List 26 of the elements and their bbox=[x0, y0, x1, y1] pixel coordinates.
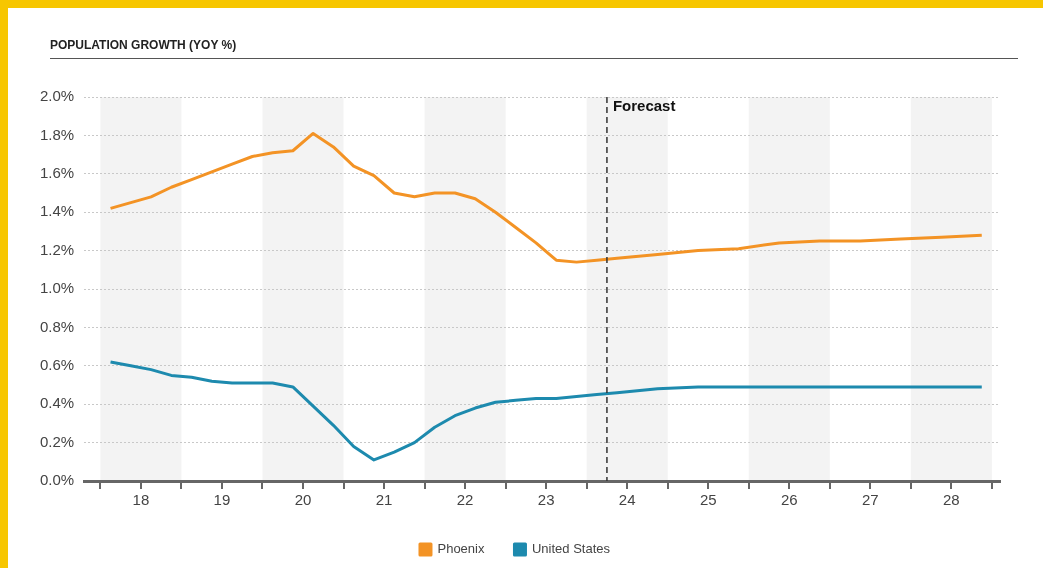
x-tick-label: 24 bbox=[618, 491, 636, 509]
y-tick-label: 1.6% bbox=[39, 163, 75, 181]
y-tick-label: 1.2% bbox=[39, 240, 75, 258]
y-tick-label: 0.0% bbox=[39, 471, 75, 489]
x-tick-label: 23 bbox=[537, 491, 555, 509]
y-tick-label: 1.4% bbox=[39, 202, 75, 220]
x-tick-label: 21 bbox=[375, 491, 393, 509]
x-tick-label: 19 bbox=[213, 491, 231, 509]
y-tick-label: 1.0% bbox=[39, 279, 75, 297]
x-tick-label: 18 bbox=[132, 491, 150, 509]
y-tick-label: 2.0% bbox=[39, 87, 75, 105]
y-tick-label: 0.4% bbox=[39, 394, 75, 412]
x-tick-label: 25 bbox=[699, 491, 717, 509]
x-tick-label: 22 bbox=[456, 491, 474, 509]
y-tick-label: 0.6% bbox=[39, 355, 75, 373]
y-tick-label: 1.8% bbox=[39, 125, 75, 143]
y-tick-label: 0.2% bbox=[39, 432, 75, 450]
chart-title: POPULATION GROWTH (YOY %) bbox=[50, 38, 1018, 59]
legend-label: Phoenix bbox=[437, 541, 485, 557]
x-tick-label: 26 bbox=[780, 491, 798, 509]
ref-line-label: Forecast bbox=[612, 96, 676, 114]
legend-label: United States bbox=[531, 541, 611, 557]
x-tick-label: 27 bbox=[861, 491, 879, 509]
x-tick-label: 28 bbox=[943, 491, 960, 509]
x-tick-label: 20 bbox=[294, 491, 312, 509]
y-tick-label: 0.8% bbox=[39, 317, 75, 335]
